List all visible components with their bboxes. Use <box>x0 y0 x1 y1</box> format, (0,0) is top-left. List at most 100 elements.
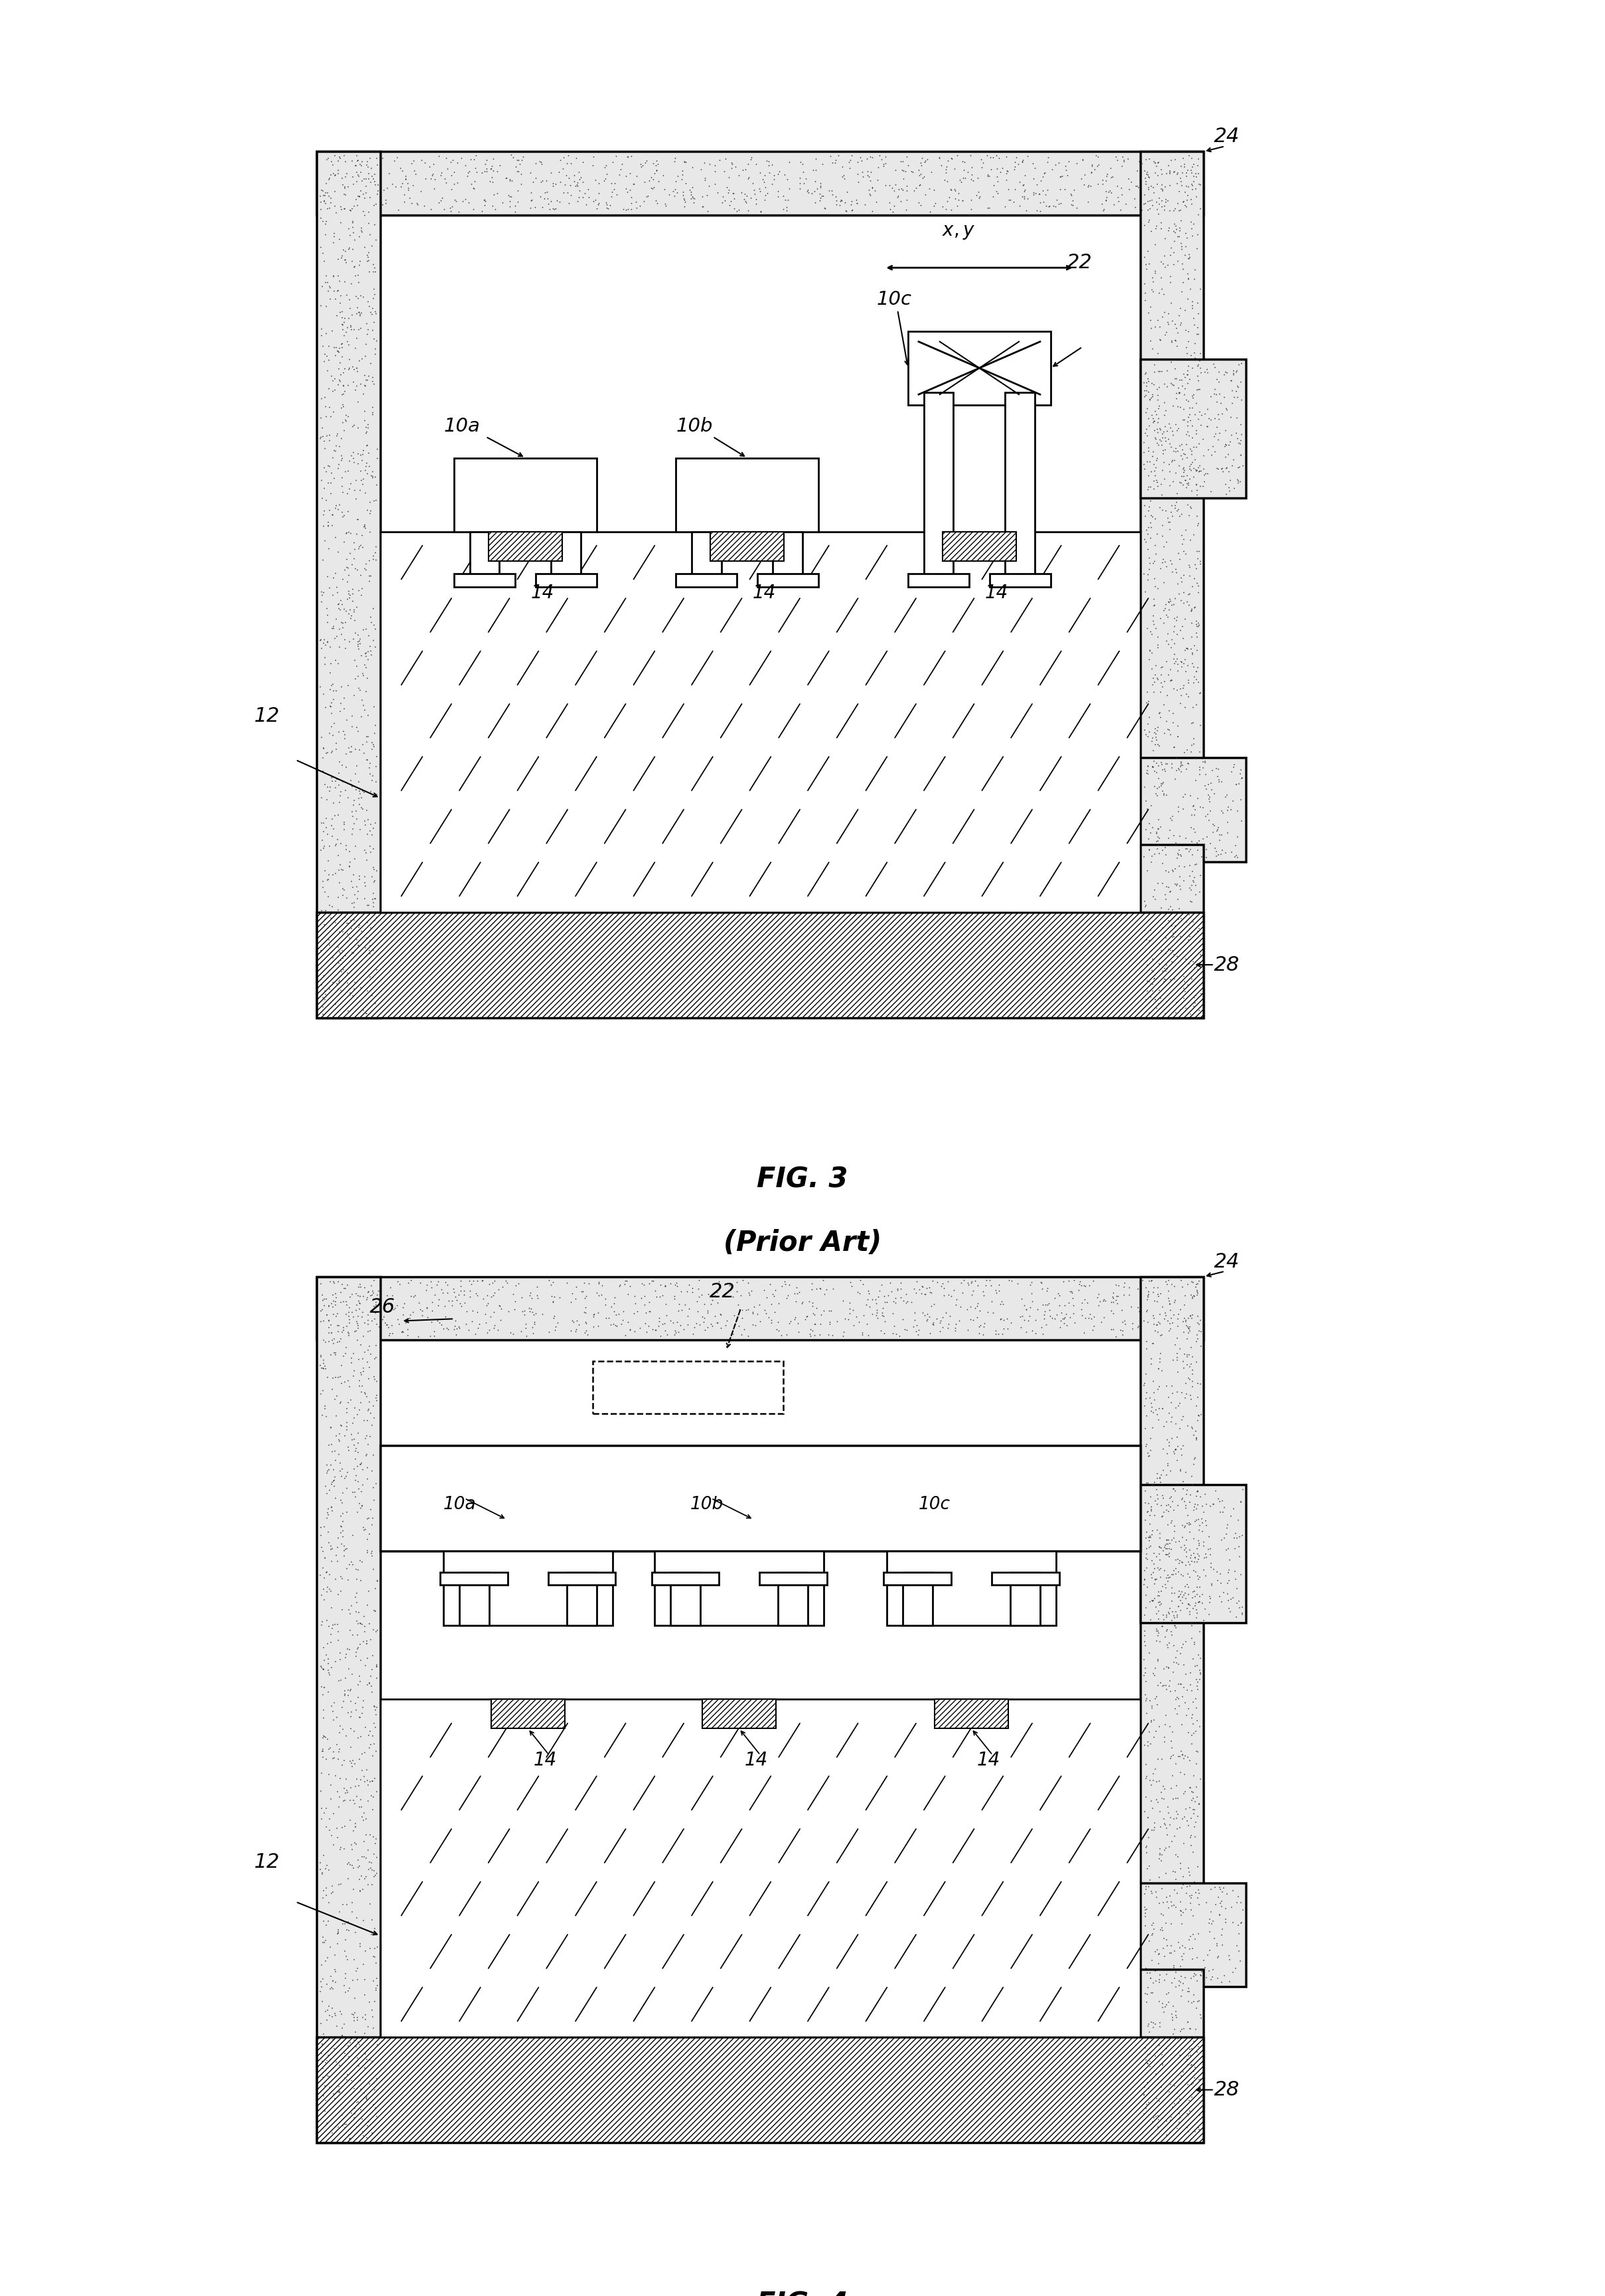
Point <box>335 1591 361 1628</box>
Point <box>595 191 621 227</box>
Point <box>429 181 454 218</box>
Point <box>347 1662 372 1699</box>
Point <box>457 1263 483 1300</box>
Point <box>345 978 371 1015</box>
Point <box>1140 377 1165 413</box>
Point <box>343 1322 369 1359</box>
Point <box>740 1295 766 1332</box>
Point <box>331 1968 356 2004</box>
Point <box>1212 833 1237 870</box>
Point <box>1144 191 1170 227</box>
Point <box>1212 427 1237 464</box>
Point <box>839 184 865 220</box>
Point <box>417 1318 443 1355</box>
Point <box>329 668 355 705</box>
Point <box>1159 1738 1184 1775</box>
Point <box>347 622 372 659</box>
Point <box>764 1311 790 1348</box>
Point <box>1180 705 1205 742</box>
Point <box>717 1267 743 1304</box>
Point <box>1144 1472 1170 1508</box>
Point <box>1173 2043 1199 2080</box>
Point <box>358 1867 384 1903</box>
Point <box>1196 776 1221 813</box>
Point <box>1228 422 1254 459</box>
Point <box>477 1265 502 1302</box>
Point <box>1149 1607 1175 1644</box>
Point <box>1136 1922 1162 1958</box>
Point <box>360 960 385 996</box>
Point <box>1181 1818 1207 1855</box>
Point <box>990 1311 1016 1348</box>
Point <box>921 1286 947 1322</box>
Point <box>1151 1832 1176 1869</box>
Point <box>334 1846 360 1883</box>
Point <box>1013 1290 1038 1327</box>
Point <box>440 188 465 225</box>
Point <box>355 2009 380 2046</box>
Point <box>894 191 920 227</box>
Point <box>438 193 464 230</box>
Point <box>1144 1667 1170 1704</box>
Point <box>472 1295 498 1332</box>
Point <box>347 179 372 216</box>
Point <box>1138 615 1164 652</box>
Point <box>1152 953 1178 990</box>
Point <box>1184 1952 1210 1988</box>
Point <box>395 1311 421 1348</box>
Point <box>1183 452 1209 489</box>
Point <box>1183 1265 1209 1302</box>
Point <box>599 165 624 202</box>
Point <box>361 271 387 308</box>
Point <box>1168 746 1194 783</box>
Point <box>1157 2101 1183 2138</box>
Point <box>343 1396 369 1433</box>
Point <box>1019 1313 1045 1350</box>
Point <box>1148 673 1173 709</box>
Point <box>907 1272 933 1309</box>
Point <box>1168 1926 1194 1963</box>
Point <box>1215 804 1241 840</box>
Point <box>1209 450 1234 487</box>
Point <box>1170 957 1196 994</box>
Point <box>1194 455 1220 491</box>
Point <box>1165 1573 1191 1609</box>
Point <box>363 1692 388 1729</box>
Point <box>1207 1869 1233 1906</box>
Point <box>891 152 916 188</box>
Point <box>360 1763 385 1800</box>
Point <box>374 1306 400 1343</box>
Point <box>343 289 369 326</box>
Point <box>454 1293 480 1329</box>
Point <box>1183 158 1209 195</box>
Bar <box>380 533 1141 912</box>
Point <box>445 165 470 202</box>
Point <box>1156 1529 1181 1566</box>
Point <box>623 1286 648 1322</box>
Point <box>586 165 612 202</box>
Point <box>1154 1598 1180 1635</box>
Point <box>1136 170 1162 207</box>
Point <box>798 1316 823 1352</box>
Point <box>334 324 360 360</box>
Point <box>1119 1288 1144 1325</box>
Point <box>318 1465 343 1502</box>
Point <box>1143 657 1168 693</box>
Point <box>351 1995 377 2032</box>
Point <box>1178 2078 1204 2115</box>
Point <box>823 142 849 179</box>
Point <box>1181 1977 1207 2014</box>
Point <box>326 1322 351 1359</box>
Point <box>329 939 355 976</box>
Point <box>1175 1309 1201 1345</box>
Point <box>1140 879 1165 916</box>
Point <box>518 1290 544 1327</box>
Point <box>1132 521 1157 558</box>
Point <box>819 145 844 181</box>
Point <box>1159 324 1184 360</box>
Point <box>430 1311 456 1348</box>
Point <box>351 1763 377 1800</box>
Point <box>539 1283 565 1320</box>
Point <box>862 172 888 209</box>
Point <box>331 388 356 425</box>
